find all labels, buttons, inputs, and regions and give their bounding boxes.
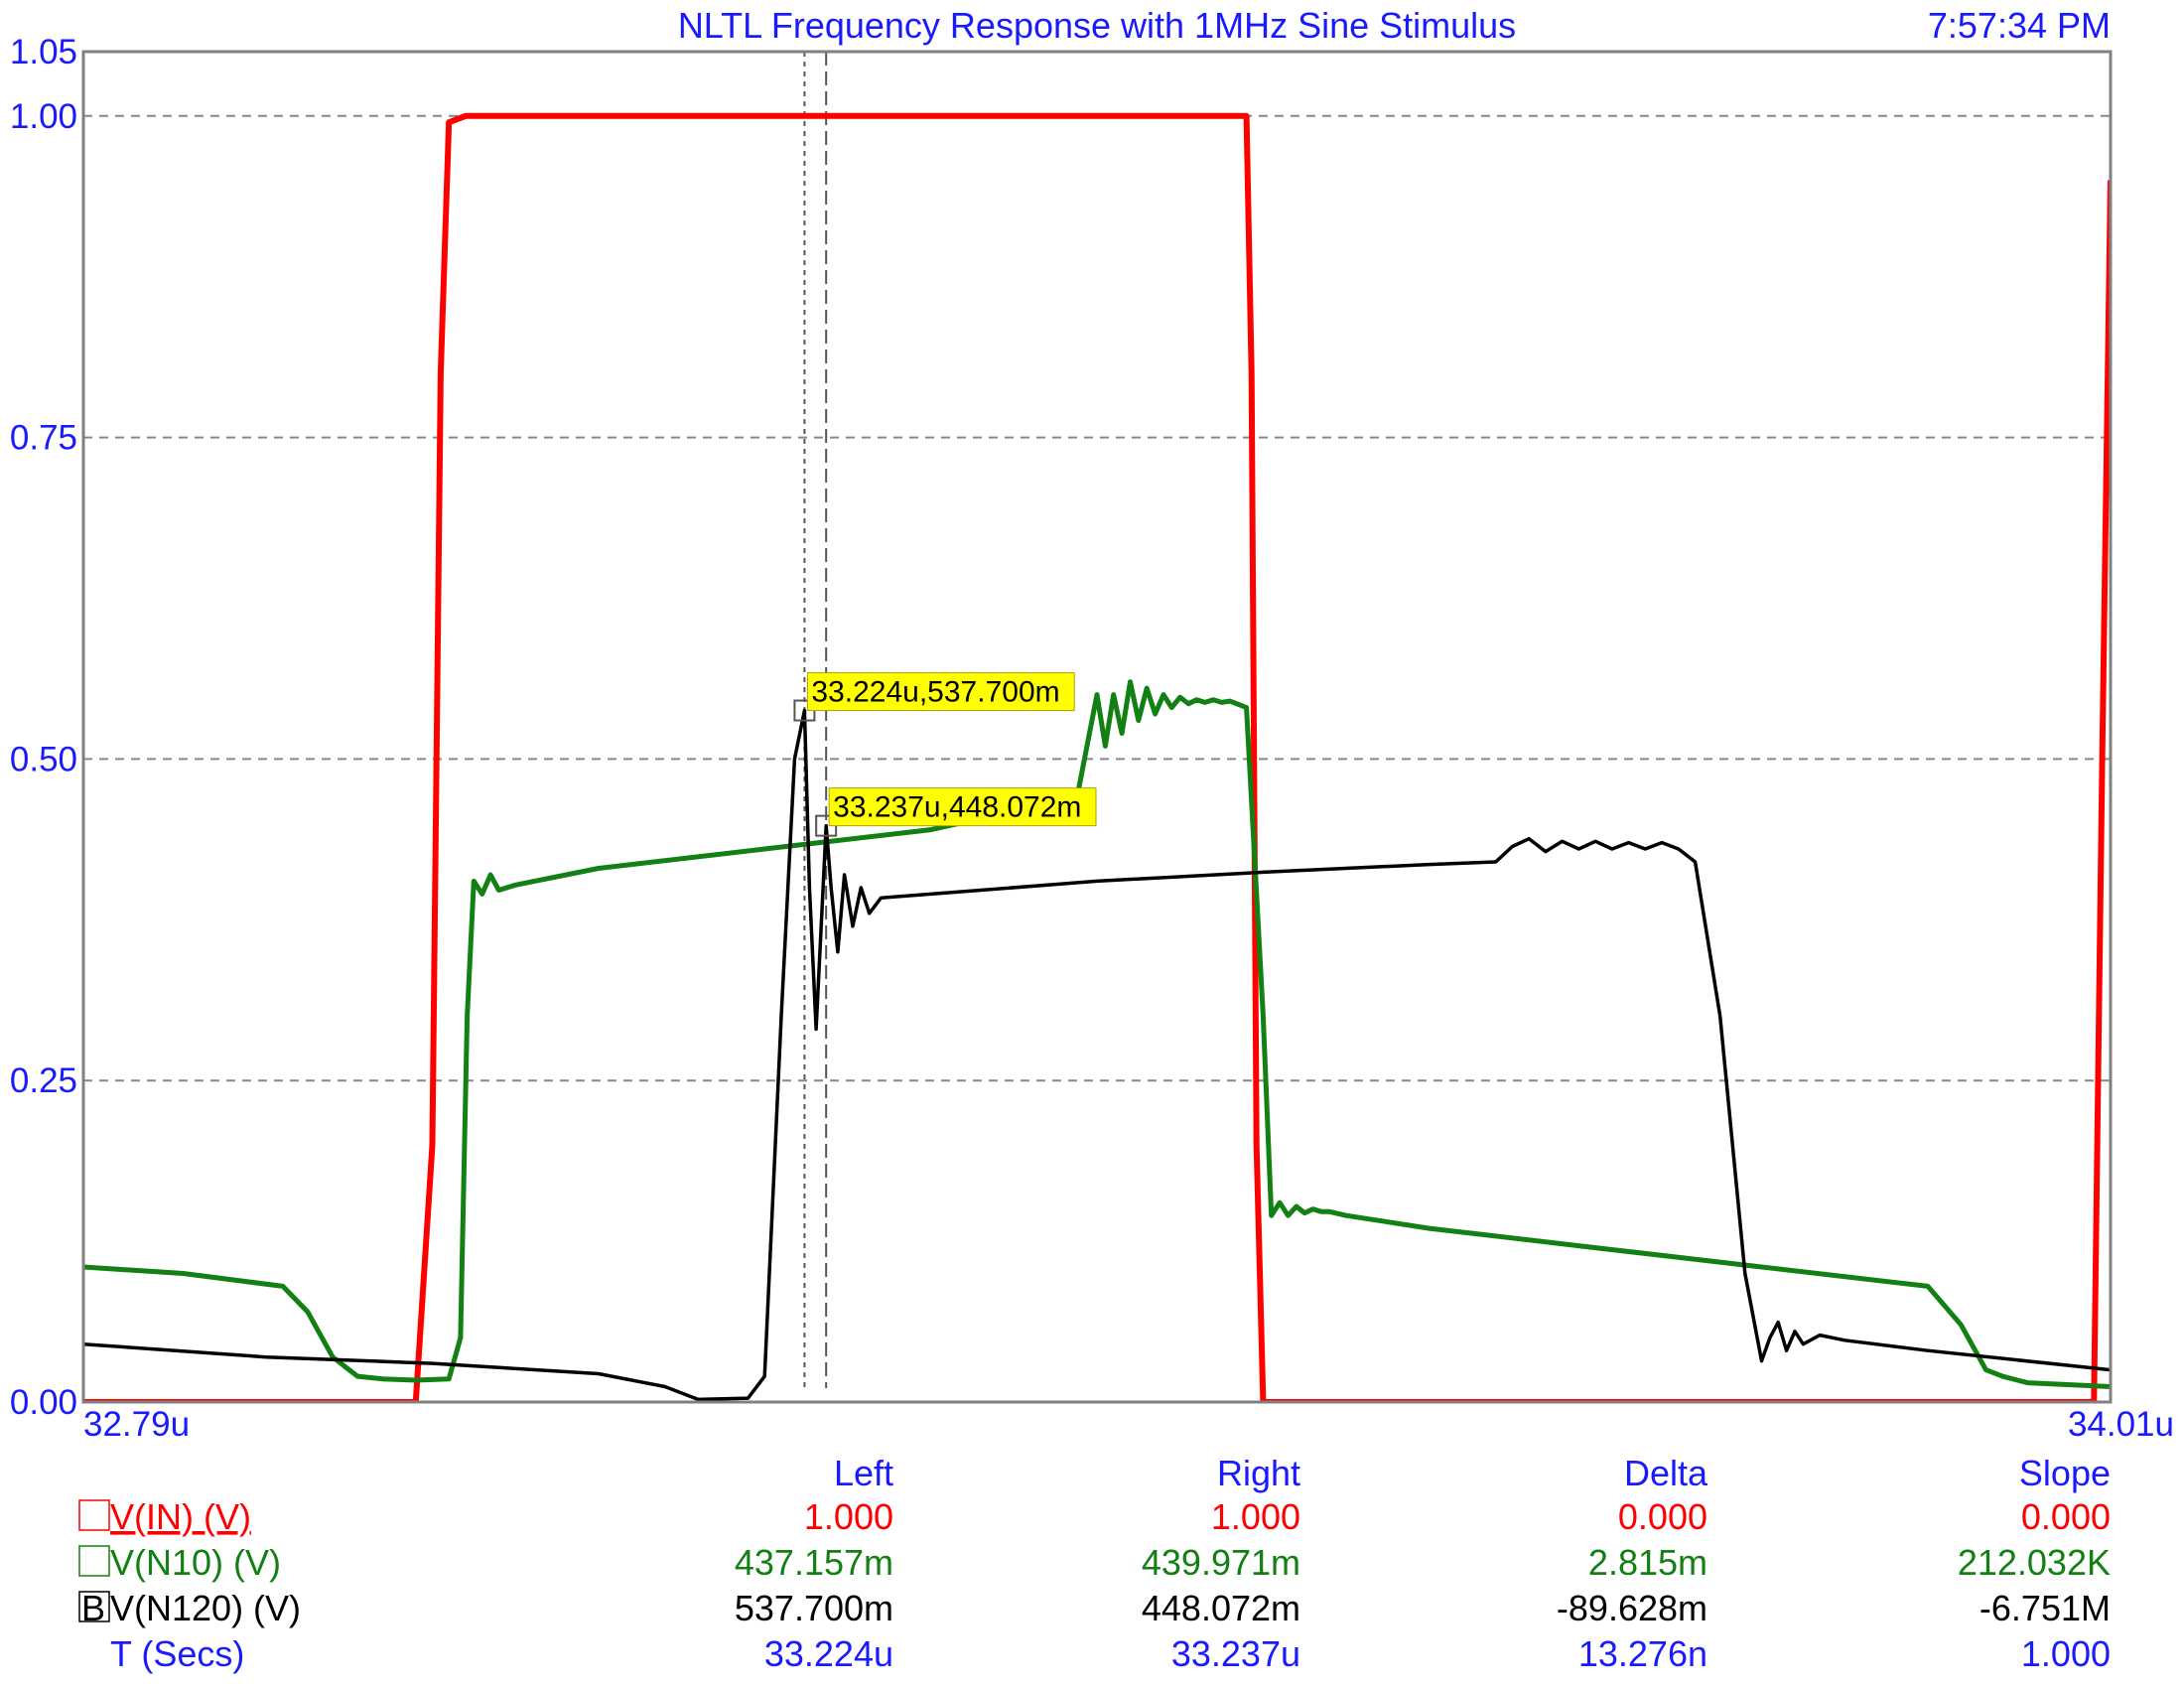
table-header-left: Left (834, 1453, 893, 1493)
table-cell: 0.000 (1618, 1496, 1707, 1537)
x-axis-tick-labels: 32.79u 34.01u (83, 1405, 2174, 1444)
table-cell: -6.751M (1979, 1588, 2111, 1628)
y-tick-label: 1.05 (10, 33, 77, 71)
table-cell: 537.700m (735, 1588, 893, 1628)
clock-time: 7:57:34 PM (1928, 5, 2111, 46)
right-cursor-label: 33.237u,448.072m (833, 791, 1081, 824)
x-tick-label: 32.79u (83, 1405, 190, 1444)
trace-marker-box (78, 1545, 110, 1577)
plot-frame (81, 50, 2113, 1404)
table-cell: 33.237u (1171, 1633, 1300, 1674)
cursor-value-markers: 33.224u,537.700m 33.237u,448.072m (793, 672, 1097, 837)
y-tick-label: 0.75 (10, 419, 77, 458)
grid-lines (83, 114, 2111, 1082)
trace-marker-box (78, 1591, 110, 1622)
trace-name: V(IN) (V) (110, 1496, 251, 1537)
table-cell: 0.000 (2021, 1496, 2111, 1537)
chart-title: NLTL Frequency Response with 1MHz Sine S… (678, 5, 1516, 46)
x-tick-label: 34.01u (2068, 1405, 2174, 1444)
trace-marker-box (78, 1499, 110, 1531)
y-tick-label: 0.25 (10, 1061, 77, 1100)
y-axis-tick-labels: 1.05 1.00 0.75 0.50 0.25 0.00 (10, 33, 77, 1422)
cursor-readout-table: Left Right Delta Slope V(IN) (V) 1.000 1.000 0.… (78, 1453, 2111, 1674)
series-line-v-in-v (83, 112, 2111, 1402)
series-traces (83, 112, 2111, 1402)
table-header-slope: Slope (2019, 1453, 2111, 1493)
table-cell: 13.276n (1578, 1633, 1707, 1674)
table-cell: 33.224u (764, 1633, 893, 1674)
table-cell: 439.971m (1142, 1542, 1300, 1583)
trace-marker-letter: B (81, 1588, 105, 1628)
series-line-v-n10-v (83, 679, 2111, 1389)
right-cursor-label-bg (828, 787, 1097, 827)
y-tick-label: 0.50 (10, 740, 77, 778)
table-cell: 448.072m (1142, 1588, 1300, 1628)
table-cell: 1.000 (2021, 1633, 2111, 1674)
table-cell: 1.000 (804, 1496, 893, 1537)
trace-name: V(N10) (V) (110, 1542, 281, 1583)
table-cell: 2.815m (1588, 1542, 1707, 1583)
series-line-v-n120-v (83, 708, 2111, 1402)
y-tick-label: 1.00 (10, 97, 77, 136)
table-cell: 1.000 (1211, 1496, 1300, 1537)
table-header-delta: Delta (1624, 1453, 1708, 1493)
left-cursor-label: 33.224u,537.700m (811, 676, 1059, 709)
trace-name: T (Secs) (110, 1633, 244, 1674)
table-header-right: Right (1217, 1453, 1300, 1493)
table-cell: 212.032K (1958, 1542, 2111, 1583)
y-tick-label: 0.00 (10, 1383, 77, 1422)
table-cell: 437.157m (735, 1542, 893, 1583)
trace-name: V(N120) (V) (110, 1588, 301, 1628)
left-cursor-label-bg (806, 672, 1075, 712)
table-cell: -89.628m (1557, 1588, 1707, 1628)
